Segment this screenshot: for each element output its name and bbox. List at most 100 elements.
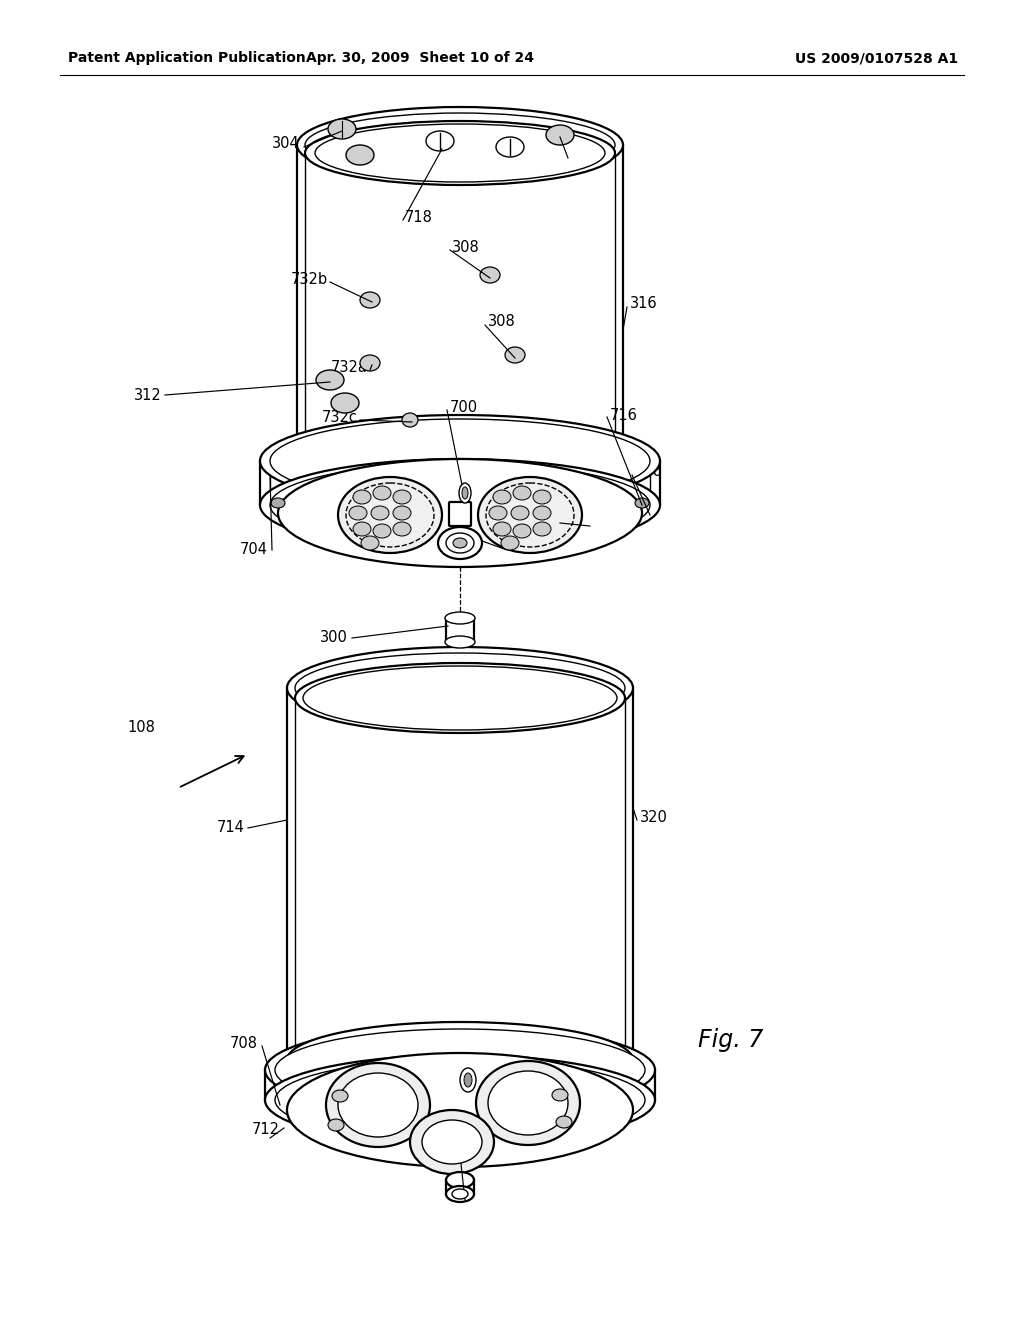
Text: 712: 712 (252, 1122, 280, 1138)
Text: 316: 316 (630, 297, 657, 312)
Text: 714: 714 (217, 821, 245, 836)
Text: 732a: 732a (331, 360, 368, 375)
FancyBboxPatch shape (449, 502, 471, 525)
Ellipse shape (287, 1022, 633, 1098)
Ellipse shape (552, 1089, 568, 1101)
Ellipse shape (446, 1172, 474, 1188)
Text: Fig. 7: Fig. 7 (698, 1028, 763, 1052)
Text: 312: 312 (134, 388, 162, 403)
Ellipse shape (534, 506, 551, 520)
Ellipse shape (446, 1185, 474, 1203)
Ellipse shape (462, 487, 468, 499)
Ellipse shape (275, 1030, 645, 1111)
Ellipse shape (338, 1073, 418, 1137)
Ellipse shape (534, 490, 551, 504)
Ellipse shape (316, 370, 344, 389)
Ellipse shape (452, 1189, 468, 1199)
Text: 704: 704 (240, 543, 268, 557)
Ellipse shape (635, 498, 649, 508)
Ellipse shape (493, 490, 511, 504)
Text: 304: 304 (272, 136, 300, 152)
Ellipse shape (353, 521, 371, 536)
Ellipse shape (361, 536, 379, 550)
Ellipse shape (513, 486, 531, 500)
Ellipse shape (353, 490, 371, 504)
Text: 308: 308 (488, 314, 516, 330)
Ellipse shape (328, 1119, 344, 1131)
Ellipse shape (373, 486, 391, 500)
Ellipse shape (486, 483, 574, 546)
Ellipse shape (410, 1110, 494, 1173)
Ellipse shape (265, 1055, 655, 1144)
Ellipse shape (270, 463, 650, 546)
Ellipse shape (332, 1090, 348, 1102)
Ellipse shape (315, 124, 605, 182)
Ellipse shape (478, 477, 582, 553)
Text: 724: 724 (593, 516, 621, 532)
Ellipse shape (360, 292, 380, 308)
Ellipse shape (393, 506, 411, 520)
Text: 308: 308 (452, 240, 480, 256)
Text: 108: 108 (127, 721, 155, 735)
Ellipse shape (305, 121, 615, 185)
Ellipse shape (511, 506, 529, 520)
Text: 720: 720 (462, 1140, 490, 1155)
Ellipse shape (305, 114, 615, 177)
Text: 708: 708 (230, 1036, 258, 1052)
Ellipse shape (360, 355, 380, 371)
Ellipse shape (346, 483, 434, 546)
Ellipse shape (446, 533, 474, 553)
Ellipse shape (260, 414, 660, 507)
Text: 732b: 732b (291, 272, 328, 288)
Ellipse shape (460, 1068, 476, 1092)
Ellipse shape (260, 459, 660, 550)
Ellipse shape (393, 490, 411, 504)
Ellipse shape (501, 536, 519, 550)
Ellipse shape (275, 1059, 645, 1140)
Ellipse shape (426, 131, 454, 150)
Ellipse shape (534, 521, 551, 536)
Text: 300: 300 (321, 631, 348, 645)
Ellipse shape (459, 483, 471, 503)
Ellipse shape (287, 1053, 633, 1167)
Text: 320: 320 (640, 810, 668, 825)
Text: US 2009/0107528 A1: US 2009/0107528 A1 (795, 51, 958, 65)
Ellipse shape (346, 145, 374, 165)
Ellipse shape (297, 420, 623, 490)
Ellipse shape (464, 1073, 472, 1086)
Ellipse shape (303, 667, 617, 730)
Ellipse shape (295, 653, 625, 723)
Ellipse shape (422, 1119, 482, 1164)
Ellipse shape (480, 267, 500, 282)
Ellipse shape (488, 1071, 568, 1135)
Ellipse shape (445, 636, 475, 648)
Ellipse shape (513, 524, 531, 539)
Ellipse shape (476, 1061, 580, 1144)
Text: 700: 700 (450, 400, 478, 416)
Ellipse shape (445, 612, 475, 624)
Ellipse shape (489, 506, 507, 520)
FancyBboxPatch shape (446, 618, 474, 642)
Ellipse shape (438, 527, 482, 558)
Ellipse shape (349, 506, 367, 520)
Text: 716: 716 (610, 408, 638, 422)
Ellipse shape (393, 521, 411, 536)
Ellipse shape (287, 647, 633, 729)
Ellipse shape (271, 498, 285, 508)
Ellipse shape (496, 137, 524, 157)
Ellipse shape (453, 539, 467, 548)
Ellipse shape (297, 107, 623, 183)
Ellipse shape (556, 1115, 572, 1129)
Ellipse shape (328, 119, 356, 139)
Text: 304: 304 (572, 150, 600, 165)
Ellipse shape (265, 1026, 655, 1115)
Text: Patent Application Publication: Patent Application Publication (68, 51, 306, 65)
Ellipse shape (326, 1063, 430, 1147)
Ellipse shape (402, 413, 418, 426)
Text: Apr. 30, 2009  Sheet 10 of 24: Apr. 30, 2009 Sheet 10 of 24 (306, 51, 534, 65)
Ellipse shape (371, 506, 389, 520)
Ellipse shape (278, 459, 642, 568)
Ellipse shape (373, 524, 391, 539)
Ellipse shape (505, 347, 525, 363)
Ellipse shape (331, 393, 359, 413)
